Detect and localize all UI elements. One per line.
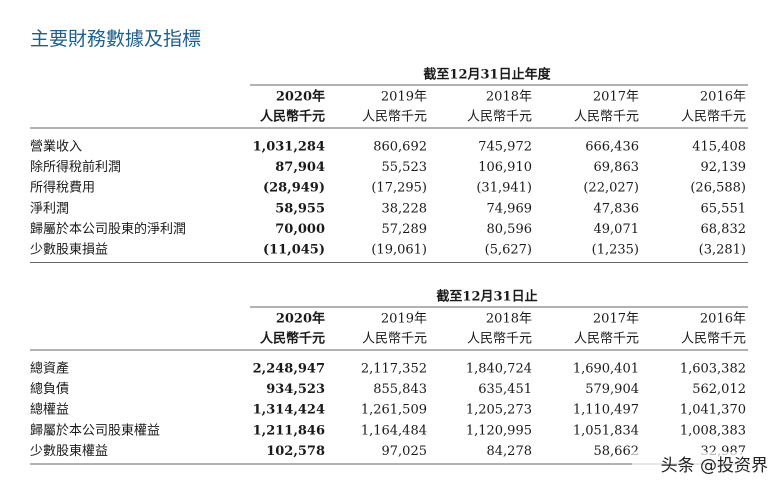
cell-value: 1,164,484 [361, 423, 427, 438]
cell-value: 1,110,497 [573, 403, 639, 418]
cell-value: 579,904 [585, 382, 639, 397]
cell-value: 49,071 [594, 222, 640, 237]
title: 主要財務數據及指標 [30, 28, 201, 50]
year-header: 2016年 [700, 312, 746, 327]
year-header: 2017年 [593, 90, 639, 105]
cell-value: (19,061) [371, 243, 427, 258]
cell-value: 1,008,383 [680, 423, 746, 438]
unit-header: 人民幣千元 [467, 110, 532, 125]
cell-value: 92,139 [701, 160, 747, 175]
row-label: 少數股東權益 [30, 443, 108, 459]
year-header: 2017年 [593, 312, 639, 327]
cell-value: (5,627) [485, 243, 532, 258]
row-label: 歸屬於本公司股東的淨利潤 [30, 221, 186, 237]
cell-value: 57,289 [382, 222, 428, 237]
unit-header: 人民幣千元 [574, 110, 639, 125]
cell-value: 58,662 [594, 444, 640, 459]
cell-value: (28,949) [263, 181, 325, 196]
cell-value: 1,051,834 [573, 423, 639, 438]
cell-value: 74,969 [487, 201, 533, 216]
cell-value: 70,000 [275, 222, 325, 237]
cell-value: 562,012 [692, 382, 746, 397]
cell-value: 415,408 [692, 140, 746, 155]
period-header: 截至12月31日止年度 [423, 67, 551, 83]
unit-header: 人民幣千元 [681, 110, 746, 125]
unit-header: 人民幣千元 [362, 332, 427, 347]
year-header: 2018年 [486, 90, 532, 105]
watermark-bg [632, 452, 772, 478]
watermark: 头条 @投资界 [661, 456, 768, 476]
row-label: 營業收入 [30, 139, 82, 155]
cell-value: 635,451 [478, 382, 532, 397]
row-label: 所得稅費用 [30, 180, 95, 196]
row-label: 總資產 [30, 361, 69, 377]
year-header: 2019年 [381, 90, 427, 105]
cell-value: (17,295) [371, 181, 427, 196]
unit-header: 人民幣千元 [260, 109, 325, 125]
row-label: 淨利潤 [30, 201, 69, 216]
cell-value: 1,840,724 [466, 362, 532, 377]
cell-value: 1,041,370 [680, 403, 746, 418]
year-header: 2018年 [486, 312, 532, 327]
cell-value: (26,588) [690, 181, 746, 196]
unit-header: 人民幣千元 [260, 331, 325, 347]
cell-value: 745,972 [478, 140, 532, 155]
period-header: 截至12月31日止 [436, 289, 537, 305]
cell-value: 102,578 [266, 444, 325, 459]
cell-value: 38,228 [382, 201, 428, 216]
cell-value: 97,025 [382, 444, 428, 459]
cell-value: 1,690,401 [573, 362, 639, 377]
cell-value: 106,910 [478, 160, 532, 175]
cell-value: 1,211,846 [253, 423, 325, 438]
row-label: 除所得稅前利潤 [30, 159, 121, 175]
cell-value: (22,027) [583, 181, 639, 196]
unit-header: 人民幣千元 [467, 332, 532, 347]
unit-header: 人民幣千元 [362, 110, 427, 125]
cell-value: (31,941) [476, 181, 532, 196]
cell-value: 2,117,352 [361, 362, 427, 377]
row-label: 總權益 [30, 402, 69, 418]
cell-value: 1,031,284 [253, 140, 325, 155]
cell-value: 80,596 [487, 222, 533, 237]
year-header: 2016年 [700, 90, 746, 105]
cell-value: 1,120,995 [466, 423, 532, 438]
row-label: 歸屬於本公司股東權益 [30, 422, 160, 438]
cell-value: 1,261,509 [361, 403, 427, 418]
unit-header: 人民幣千元 [681, 332, 746, 347]
cell-value: 1,205,273 [466, 403, 532, 418]
cell-value: 69,863 [594, 160, 640, 175]
cell-value: (11,045) [263, 243, 325, 258]
cell-value: 855,843 [373, 382, 427, 397]
cell-value: 934,523 [266, 382, 325, 397]
cell-value: (1,235) [592, 243, 639, 258]
cell-value: 65,551 [701, 201, 747, 216]
cell-value: 47,836 [594, 201, 640, 216]
cell-value: 87,904 [275, 160, 325, 175]
unit-header: 人民幣千元 [574, 332, 639, 347]
cell-value: 1,603,382 [680, 362, 746, 377]
cell-value: 55,523 [382, 160, 428, 175]
cell-value: 58,955 [275, 201, 325, 216]
row-label: 總負債 [30, 381, 69, 397]
year-header: 2020年 [276, 311, 325, 327]
cell-value: (3,281) [699, 243, 746, 258]
cell-value: 860,692 [373, 140, 427, 155]
cell-value: 68,832 [701, 222, 747, 237]
cell-value: 1,314,424 [253, 403, 325, 418]
cell-value: 2,248,947 [253, 362, 325, 377]
cell-value: 666,436 [585, 140, 639, 155]
year-header: 2019年 [381, 312, 427, 327]
cell-value: 84,278 [487, 444, 533, 459]
year-header: 2020年 [276, 89, 325, 105]
row-label: 少數股東損益 [30, 242, 108, 258]
